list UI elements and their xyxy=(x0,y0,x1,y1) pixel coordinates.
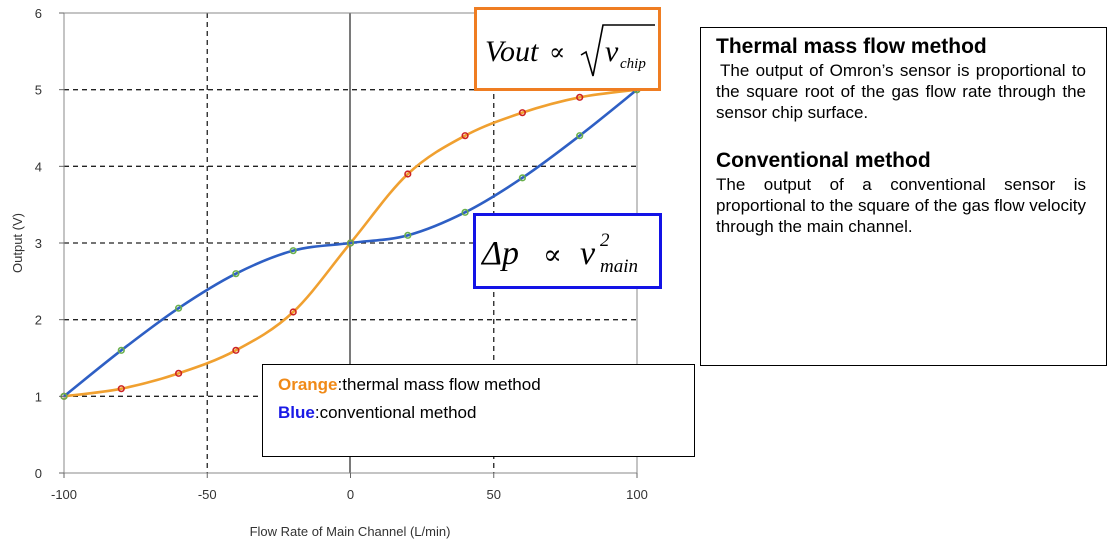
y-tick-label: 4 xyxy=(35,159,42,174)
series-layer xyxy=(60,86,641,400)
legend-item-orange: Orange:thermal mass flow method xyxy=(278,371,694,399)
conventional-equation: Δp ∝ v 2 main xyxy=(480,230,638,277)
y-axis-label: Output (V) xyxy=(10,213,25,273)
x-tick-label: 0 xyxy=(347,487,354,502)
conventional-eq-lhs: Δp xyxy=(480,235,519,272)
series-0-point xyxy=(289,308,297,316)
legend-box: Orange:thermal mass flow method Blue:con… xyxy=(262,364,695,457)
x-axis-label: Flow Rate of Main Channel (L/min) xyxy=(250,524,451,539)
conventional-eq-sup: 2 xyxy=(600,230,610,251)
conventional-equation-box: Δp ∝ v 2 main xyxy=(473,213,662,289)
thermal-eq-lhs: Vout xyxy=(485,35,539,68)
thermal-eq-proportional: ∝ xyxy=(549,38,565,66)
conventional-eq-proportional: ∝ xyxy=(543,238,562,271)
series-0-point xyxy=(576,93,584,101)
y-tick-label: 3 xyxy=(35,236,42,251)
conventional-eq-var: v xyxy=(580,235,596,272)
thermal-eq-var: v xyxy=(605,35,619,68)
series-0-point xyxy=(461,132,469,140)
legend-separator: : xyxy=(337,375,343,394)
description-box: Thermal mass flow method The output of O… xyxy=(700,27,1107,366)
conventional-method-title: Conventional method xyxy=(716,149,931,172)
series-1-point xyxy=(461,208,469,216)
conventional-method-text: The output of a conventional sensor is p… xyxy=(716,175,1086,236)
series-1-point xyxy=(232,270,240,278)
series-1-point xyxy=(576,132,584,140)
series-0-point xyxy=(518,109,527,117)
conventional-eq-sub: main xyxy=(600,256,638,277)
thermal-eq-sub: chip xyxy=(620,56,646,72)
legend-key-blue: Blue xyxy=(278,403,315,422)
y-tick-label: 5 xyxy=(35,83,42,98)
series-1-point xyxy=(404,231,412,239)
sqrt-sign-icon xyxy=(580,24,655,77)
x-tick-label: 50 xyxy=(487,487,501,502)
x-tick-label: -50 xyxy=(198,487,217,502)
legend-item-blue: Blue:conventional method xyxy=(278,399,694,427)
series-1-point xyxy=(346,239,355,247)
y-tick-label: 2 xyxy=(35,313,42,328)
series-1-point xyxy=(518,174,527,182)
series-0-point xyxy=(175,369,183,377)
legend-separator: : xyxy=(314,403,320,422)
series-1-point xyxy=(289,247,297,255)
thermal-method-text: The output of Omron’s sensor is proporti… xyxy=(716,61,1086,122)
x-tick-label: -100 xyxy=(51,487,77,502)
legend-key-orange: Orange xyxy=(278,375,338,394)
thermal-equation: Vout ∝ v chip xyxy=(485,24,655,77)
series-0-point xyxy=(117,385,125,393)
y-tick-label: 6 xyxy=(35,6,42,21)
tick-layer: 0 1 2 3 4 5 6 -100 -50 0 50 100 xyxy=(35,6,648,502)
x-tick-label: 100 xyxy=(626,487,648,502)
series-0-point xyxy=(232,346,240,354)
series-line-1 xyxy=(63,88,638,398)
series-0-point xyxy=(404,170,412,178)
thermal-method-title: Thermal mass flow method xyxy=(716,35,987,58)
legend-text-orange: thermal mass flow method xyxy=(342,375,541,394)
legend-text-blue: conventional method xyxy=(319,403,477,422)
thermal-equation-box: Vout ∝ v chip xyxy=(474,7,661,91)
y-tick-label: 0 xyxy=(35,466,42,481)
series-1-point xyxy=(175,304,183,312)
y-tick-label: 1 xyxy=(35,389,42,404)
series-1-point xyxy=(117,346,125,354)
